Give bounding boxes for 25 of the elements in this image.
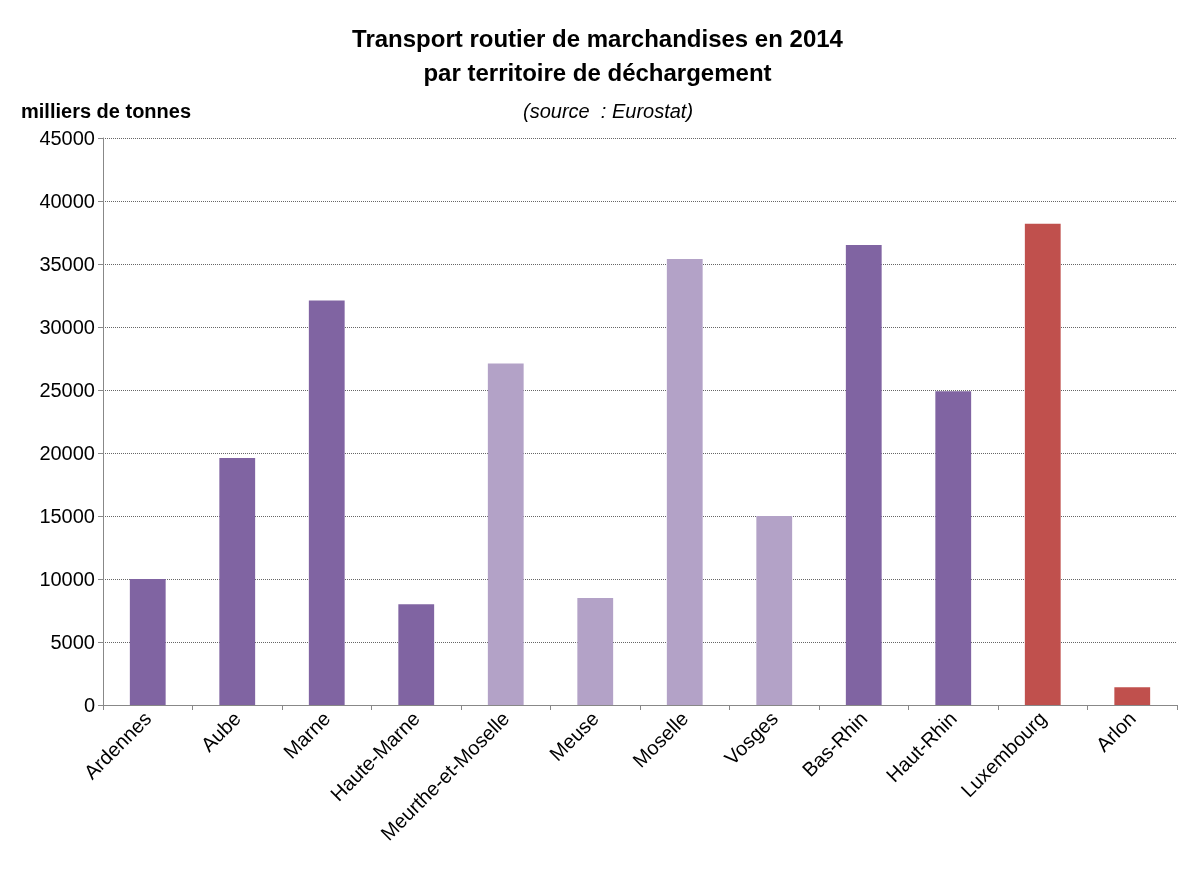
bar bbox=[129, 579, 166, 705]
chart-title: Transport routier de marchandises en 2014 par territoire de déchargement bbox=[352, 24, 844, 86]
y-tick-label: 20000 bbox=[39, 442, 95, 464]
y-tick-label: 5000 bbox=[50, 631, 95, 653]
y-tick-label: 45000 bbox=[39, 127, 95, 149]
bar bbox=[1024, 223, 1061, 705]
y-tick-label: 0 bbox=[83, 694, 95, 716]
y-tick-label: 40000 bbox=[39, 190, 95, 212]
y-axis-title: milliers de tonnes bbox=[21, 100, 192, 122]
y-tick-label: 15000 bbox=[39, 505, 95, 527]
bar bbox=[577, 597, 614, 705]
y-tick-label: 30000 bbox=[39, 316, 95, 338]
bar bbox=[666, 258, 703, 705]
chart-subtitle: (source : Eurostat) bbox=[523, 100, 694, 122]
y-tick-label: 25000 bbox=[39, 379, 95, 401]
bar bbox=[845, 245, 882, 705]
bar bbox=[756, 516, 793, 705]
bar bbox=[308, 300, 345, 705]
bar bbox=[398, 604, 435, 705]
bar bbox=[219, 458, 256, 705]
bar bbox=[935, 391, 972, 705]
y-tick-label: 35000 bbox=[39, 253, 95, 275]
bar bbox=[1114, 687, 1151, 705]
bar bbox=[487, 363, 524, 705]
y-tick-label: 10000 bbox=[39, 568, 95, 590]
